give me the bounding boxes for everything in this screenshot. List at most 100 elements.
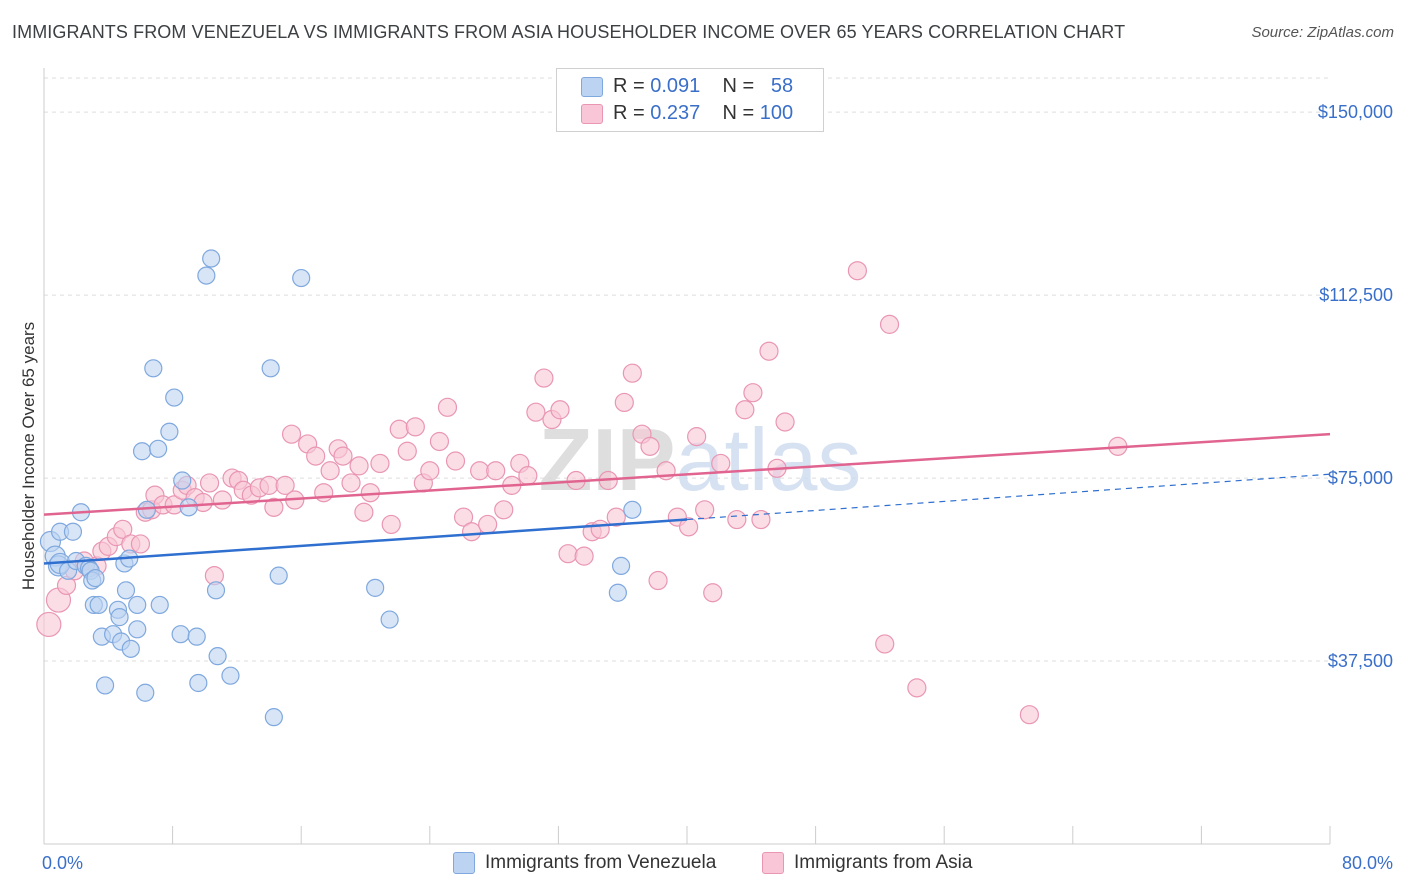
venezuela-point xyxy=(187,627,206,646)
asia-point xyxy=(320,461,340,481)
asia-point xyxy=(281,424,302,444)
asia-point xyxy=(550,400,570,420)
asia-point xyxy=(703,583,723,603)
venezuela-point xyxy=(608,583,627,602)
asia-point xyxy=(622,363,642,383)
venezuela-point xyxy=(165,388,184,407)
venezuela-point xyxy=(121,639,140,658)
asia-point xyxy=(711,453,731,474)
venezuela-point xyxy=(173,471,192,490)
asia-point xyxy=(341,473,361,493)
venezuela-point xyxy=(95,676,115,695)
asia-point xyxy=(743,383,763,403)
venezuela-point xyxy=(269,566,288,585)
venezuela-trend-line xyxy=(43,518,688,565)
venezuela-point xyxy=(202,249,221,268)
asia-point xyxy=(775,412,795,432)
asia-point xyxy=(687,427,707,447)
legend-r-value-venezuela: 0.091 xyxy=(650,75,701,97)
asia-point xyxy=(478,514,498,535)
asia-point xyxy=(349,456,369,476)
watermark: ZIPatlas xyxy=(539,410,862,509)
asia-point xyxy=(640,436,660,456)
asia-point xyxy=(735,400,755,420)
asia-point xyxy=(397,441,417,461)
legend-n-label: N = xyxy=(722,102,755,124)
venezuela-point xyxy=(160,422,179,441)
asia-point xyxy=(727,509,747,530)
legend-r-value-asia: 0.237 xyxy=(650,102,701,124)
asia-point xyxy=(36,611,62,638)
venezuela-point xyxy=(132,442,152,461)
x-tick-label: 0.0% xyxy=(42,853,83,873)
venezuela-point xyxy=(116,581,136,600)
venezuela-point xyxy=(89,595,108,615)
bottom-legend-label-venezuela: Immigrants from Venezuela xyxy=(485,852,717,873)
venezuela-point xyxy=(206,581,226,600)
venezuela-point xyxy=(380,610,399,629)
y-tick-label: $75,000 xyxy=(1328,468,1393,488)
trend-lines xyxy=(43,432,1331,565)
venezuela-point xyxy=(292,268,311,288)
asia-point xyxy=(907,678,927,698)
venezuela-point xyxy=(623,500,642,519)
chart-title: IMMIGRANTS FROM VENEZUELA VS IMMIGRANTS … xyxy=(12,22,1126,42)
venezuela-point xyxy=(144,359,163,378)
asia-point xyxy=(445,451,466,471)
venezuela-point xyxy=(189,673,208,693)
venezuela-point xyxy=(149,439,168,458)
asia-point xyxy=(606,507,626,527)
asia-point xyxy=(648,570,668,591)
asia-point xyxy=(275,475,295,495)
legend: R = 0.091 N = 58 R = 0.237 N = 100 xyxy=(556,68,824,132)
venezuela-point xyxy=(128,595,147,615)
asia-point xyxy=(614,392,634,413)
venezuela-point xyxy=(128,620,147,639)
asia-point xyxy=(461,522,482,542)
asia-point xyxy=(199,473,220,493)
asia-point xyxy=(518,466,538,486)
asia-point xyxy=(306,446,326,466)
venezuela-point xyxy=(197,266,216,285)
venezuela-point xyxy=(208,647,227,666)
asia-point xyxy=(759,341,779,361)
venezuela-point xyxy=(171,625,190,644)
asia-point xyxy=(264,497,284,517)
asia-point xyxy=(1019,705,1039,725)
venezuela-point xyxy=(611,556,631,575)
legend-swatch-venezuela xyxy=(581,77,603,97)
y-axis-label: Householder Income Over 65 years xyxy=(19,322,38,590)
grid-lines xyxy=(44,77,1330,662)
legend-n-value-venezuela: 58 xyxy=(770,75,794,97)
venezuela-points xyxy=(39,249,642,727)
bottom-legend-swatch-asia xyxy=(762,852,784,874)
asia-point xyxy=(130,534,151,554)
asia-point xyxy=(679,517,699,537)
venezuela-point xyxy=(179,498,198,517)
asia-point xyxy=(314,483,334,503)
y-tick-label: $112,500 xyxy=(1319,285,1393,305)
asia-point xyxy=(695,500,715,520)
asia-point xyxy=(437,397,458,417)
asia-point xyxy=(558,544,578,564)
venezuela-point xyxy=(264,708,283,727)
legend-r-label: R = xyxy=(613,75,645,97)
asia-point xyxy=(429,431,450,452)
y-tick-label: $150,000 xyxy=(1318,102,1393,122)
asia-points xyxy=(36,261,1128,725)
venezuela-point xyxy=(136,683,155,702)
asia-point xyxy=(847,261,867,281)
venezuela-point xyxy=(366,578,385,597)
asia-point xyxy=(420,461,440,481)
legend-r-label: R = xyxy=(613,102,645,124)
bottom-legend-swatch-venezuela xyxy=(453,852,475,874)
asia-point xyxy=(574,546,594,566)
venezuela-trend-line-extension xyxy=(686,473,1331,521)
venezuela-point xyxy=(150,595,169,615)
venezuela-point xyxy=(261,359,280,378)
asia-point xyxy=(470,461,490,481)
asia-point xyxy=(875,634,895,654)
venezuela-point xyxy=(221,666,240,685)
asia-point xyxy=(381,514,401,535)
